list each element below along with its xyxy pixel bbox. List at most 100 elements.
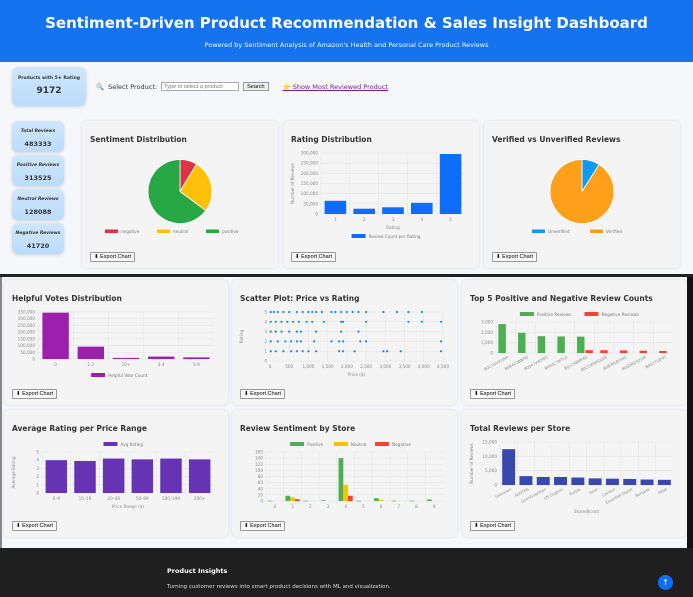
scatter-point xyxy=(290,340,293,343)
y-tick-label: 4 xyxy=(36,458,39,463)
show-most-reviewed-link[interactable]: ⭐ Show Most Reviewed Product xyxy=(283,83,388,91)
divider xyxy=(0,274,693,277)
legend-swatch xyxy=(157,229,170,233)
scrollbar[interactable] xyxy=(687,277,693,548)
scatter-point xyxy=(345,310,348,314)
product-search-input[interactable] xyxy=(161,82,240,91)
scatter-point xyxy=(290,350,293,353)
export-chart-button[interactable]: ⬇ Export Chart xyxy=(240,521,286,531)
pie-slice-positive xyxy=(147,159,207,224)
chart-store_total: 0 5,000 10,000 15,000 Number of Reviews Store… xyxy=(469,440,673,514)
bar-positive xyxy=(427,499,432,501)
scatter-point xyxy=(276,340,279,343)
scatter-point xyxy=(272,310,275,314)
bar-negative-reviews xyxy=(600,350,608,353)
footer-text: Turning customer reviews into smart prod… xyxy=(167,584,391,590)
scatter-point xyxy=(274,330,277,333)
scatter-point xyxy=(338,340,341,343)
show-most-reviewed-label[interactable]: Show Most Reviewed Product xyxy=(292,82,388,91)
scatter-point xyxy=(439,340,443,343)
chart-verified: Unverified Verified xyxy=(532,159,622,234)
scatter-point xyxy=(305,320,308,323)
bar-positive-reviews xyxy=(557,336,565,353)
scatter-point xyxy=(282,310,285,314)
stat-card-negative: Negative Reviews 41720 xyxy=(12,223,64,254)
x-tick-label: 4,500 xyxy=(437,364,449,369)
x-axis-label: Price ($) xyxy=(348,372,366,377)
export-chart-button[interactable]: ⬇ Export Chart xyxy=(90,252,136,262)
scatter-point xyxy=(311,310,314,314)
bar-helpful-vote-count xyxy=(77,346,104,359)
export-chart-button[interactable]: ⬇ Export Chart xyxy=(470,521,516,531)
footer-title: Product Insights xyxy=(167,567,228,575)
page-subtitle: Powered by Sentiment Analysis of Amazon'… xyxy=(204,41,489,49)
x-tick-label: 1 xyxy=(291,504,294,509)
y-tick-label: 40 xyxy=(258,486,264,491)
y-tick-label: 3,000 xyxy=(481,320,493,325)
bar-value xyxy=(588,478,602,485)
export-chart-button[interactable]: ⬇ Export Chart xyxy=(492,252,538,262)
y-tick-label: 0 xyxy=(32,357,35,362)
scatter-point xyxy=(269,320,272,323)
legend-swatch xyxy=(290,442,305,446)
bar-positive-reviews xyxy=(577,336,585,353)
search-button[interactable]: Search xyxy=(243,82,269,91)
bar-value xyxy=(554,476,568,485)
legend-swatch xyxy=(590,229,603,233)
export-chart-button[interactable]: ⬇ Export Chart xyxy=(12,521,58,531)
x-tick-label: 200+ xyxy=(194,496,206,501)
page-title: Sentiment-Driven Product Recommendation … xyxy=(45,14,648,32)
scatter-point xyxy=(307,310,310,314)
stat-label: Total Reviews xyxy=(20,129,56,134)
x-tick-label: 1-2 xyxy=(87,362,94,367)
y-tick-label: 4 xyxy=(264,319,267,324)
legend-swatch xyxy=(375,442,390,446)
x-tick-label: 3,000 xyxy=(379,364,391,369)
legend-swatch xyxy=(105,229,118,233)
legend-label: neutral xyxy=(173,229,188,234)
x-tick-label: Avon xyxy=(588,486,599,495)
bar-positive xyxy=(303,500,308,502)
bar-avg-rating xyxy=(188,459,211,493)
bar-positive-reviews xyxy=(518,332,526,353)
x-tick-label: ASUTRA xyxy=(514,486,530,498)
chart-card-sentiment: Sentiment Distribution ⬇ Export Chart nega… xyxy=(82,121,278,268)
bar-positive xyxy=(356,500,361,502)
export-chart-button[interactable]: ⬇ Export Chart xyxy=(240,389,286,399)
bar-value xyxy=(536,476,550,485)
scatter-point xyxy=(382,350,385,353)
legend-swatch xyxy=(333,442,348,446)
footer: Product Insights Turning customer review… xyxy=(0,548,693,597)
y-tick-label: 140 xyxy=(255,456,263,461)
y-tick-label: 300,000 xyxy=(301,151,319,156)
bar-value xyxy=(519,476,533,485)
x-tick-label: 5 xyxy=(362,504,365,509)
scatter-point xyxy=(330,340,333,343)
export-chart-button[interactable]: ⬇ Export Chart xyxy=(291,252,337,262)
x-tick-label: 4,000 xyxy=(418,364,430,369)
y-tick-label: 250,000 xyxy=(18,323,36,328)
x-tick-label: 0 xyxy=(269,364,272,369)
chart-rating: 0 50,000 100,000 150,000 200,000 250,000 300,0… xyxy=(290,151,465,239)
scatter-point xyxy=(341,350,345,353)
scatter-point xyxy=(382,310,385,314)
stat-card-positive: Positive Reviews 313525 xyxy=(12,155,64,186)
x-tick-label: 100–199 xyxy=(162,496,180,501)
bar-helpful-vote-count xyxy=(42,312,69,359)
chart-card-store_total: Total Reviews per Store ⬇ Export Chart 0 5,… xyxy=(462,410,687,537)
scatter-point xyxy=(351,310,354,314)
scroll-to-top-button[interactable]: ↑ xyxy=(658,575,673,590)
legend-label: Positive Reviews xyxy=(537,312,572,317)
scatter-point xyxy=(274,350,277,353)
scatter-point xyxy=(395,310,398,314)
stat-label: Products with 5★ Rating xyxy=(17,76,81,81)
export-chart-button[interactable]: ⬇ Export Chart xyxy=(12,389,58,399)
chart-title: Helpful Votes Distribution xyxy=(12,294,122,303)
x-tick-label: 3 xyxy=(327,504,330,509)
bar-helpful-vote-count xyxy=(112,357,140,359)
bar-value xyxy=(657,479,671,485)
export-chart-button[interactable]: ⬇ Export Chart xyxy=(470,389,516,399)
legend-label: negative xyxy=(121,229,140,234)
chart-title: Sentiment Distribution xyxy=(90,135,187,144)
x-tick-label: 8 xyxy=(415,504,418,509)
